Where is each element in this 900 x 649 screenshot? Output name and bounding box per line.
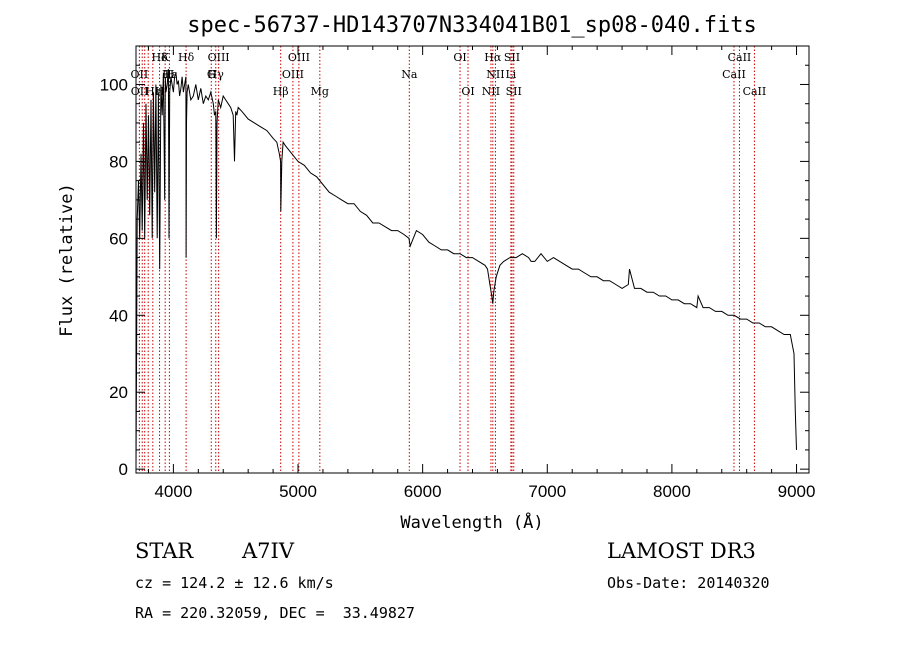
line-label: OI bbox=[453, 51, 466, 64]
line-label: CaII bbox=[722, 68, 746, 81]
line-label: OIII bbox=[288, 51, 310, 64]
plot-frame bbox=[135, 45, 810, 474]
y-axis-ticks: 0 20 40 60 80 100 bbox=[100, 64, 809, 479]
x-tick-label: 4000 bbox=[154, 482, 192, 501]
x-tick-label: 5000 bbox=[279, 482, 317, 501]
line-label: OI bbox=[461, 85, 474, 98]
obs-date: Obs-Date: 20140320 bbox=[607, 574, 770, 592]
x-tick-label: 7000 bbox=[528, 482, 566, 501]
line-label: Hδ bbox=[178, 51, 195, 64]
redshift-cz: cz = 124.2 ± 12.6 km/s bbox=[135, 574, 334, 592]
line-label: OIII bbox=[282, 68, 304, 81]
line-label: Hγ bbox=[208, 68, 225, 81]
line-label: H bbox=[155, 85, 165, 98]
line-label: Na bbox=[401, 68, 418, 81]
line-label: NII bbox=[486, 68, 504, 81]
line-label: Hε bbox=[162, 68, 178, 81]
x-axis-ticks: 4000 5000 6000 7000 8000 9000 bbox=[147, 46, 816, 501]
y-tick-label: 60 bbox=[109, 229, 128, 248]
y-tick-label: 100 bbox=[100, 75, 128, 94]
line-label: SII bbox=[504, 51, 520, 64]
line-label: H bbox=[165, 68, 175, 81]
survey-name: LAMOST DR3 bbox=[607, 539, 756, 563]
line-label: Hβ bbox=[273, 85, 289, 98]
y-tick-label: 40 bbox=[109, 306, 128, 325]
line-label: Mg bbox=[311, 85, 329, 98]
coordinates: RA = 220.32059, DEC = 33.49827 bbox=[135, 604, 415, 622]
line-label: NII bbox=[482, 85, 500, 98]
x-tick-label: 9000 bbox=[778, 482, 816, 501]
y-tick-label: 80 bbox=[109, 152, 128, 171]
line-label: Hα bbox=[484, 51, 502, 64]
line-label: CaII bbox=[728, 51, 752, 64]
y-axis-label: Flux (relative) bbox=[57, 183, 77, 337]
line-label: OII bbox=[131, 68, 149, 81]
line-label: Li bbox=[505, 68, 516, 81]
x-tick-label: 8000 bbox=[653, 482, 691, 501]
line-label: OIII bbox=[208, 51, 230, 64]
line-label: OII bbox=[131, 85, 149, 98]
line-label: SII bbox=[506, 85, 522, 98]
line-label: CaII bbox=[743, 85, 767, 98]
line-label: Hδ bbox=[151, 51, 168, 64]
object-class: STAR bbox=[135, 539, 194, 563]
chart-title: spec-56737-HD143707N334041B01_sp08-040.f… bbox=[187, 13, 757, 38]
y-tick-label: 20 bbox=[109, 383, 128, 402]
object-subclass: A7IV bbox=[242, 539, 294, 563]
spectrum-line bbox=[135, 69, 797, 470]
y-tick-label: 0 bbox=[119, 460, 128, 479]
line-label: K bbox=[161, 51, 170, 64]
x-axis-label: Wavelength (Å) bbox=[400, 511, 543, 533]
line-label: G bbox=[207, 68, 216, 81]
line-label: Hε bbox=[145, 85, 161, 98]
x-tick-label: 6000 bbox=[404, 482, 442, 501]
